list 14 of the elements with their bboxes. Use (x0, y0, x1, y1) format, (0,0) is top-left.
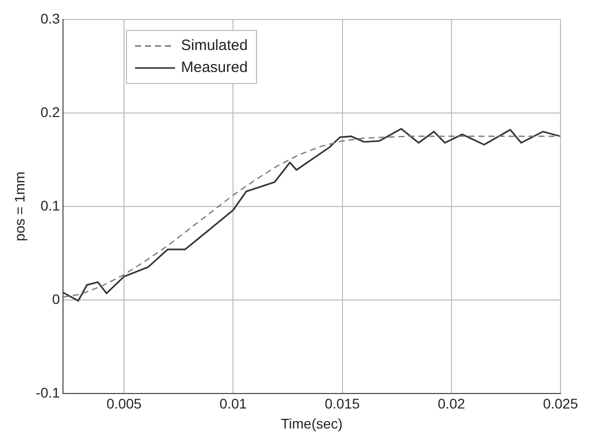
x-tick-label: 0.015 (324, 396, 360, 412)
y-tick-label: 0.3 (40, 10, 60, 26)
legend-label: Measured (181, 58, 248, 78)
x-tick-label: 0.005 (106, 396, 142, 412)
x-tick-label: 0.02 (438, 396, 466, 412)
legend-label: Simulated (181, 36, 248, 56)
y-tick-label: 0 (52, 290, 60, 307)
y-tick-label: 0.2 (40, 104, 60, 120)
x-tick-label: 0.01 (220, 396, 247, 412)
x-tick-label: 0.025 (542, 396, 578, 412)
x-axis-title: Time(sec) (280, 415, 343, 432)
y-axis-title: pos = 1mm (11, 172, 28, 242)
y-tick-label: 0.1 (40, 197, 60, 214)
y-tick-label: -0.1 (36, 384, 60, 400)
